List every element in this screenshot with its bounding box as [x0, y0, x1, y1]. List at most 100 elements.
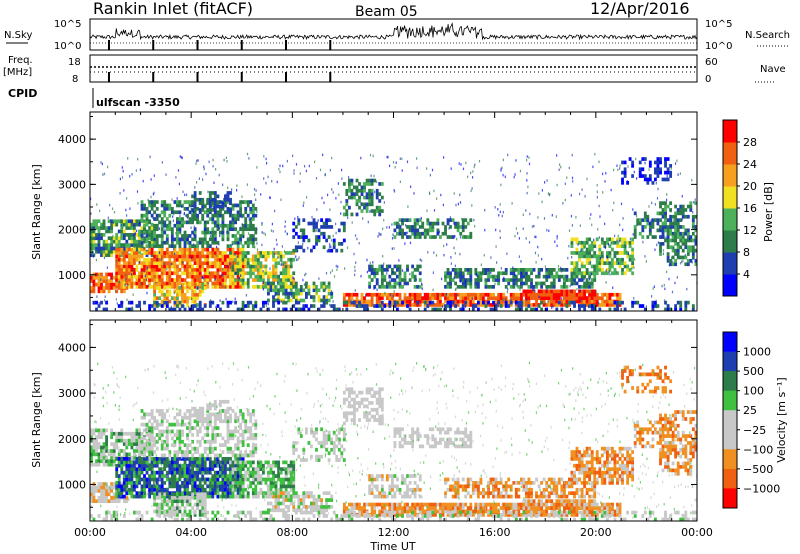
heat-cell [100, 499, 103, 504]
heat-cell [669, 201, 673, 205]
noise-cell [153, 174, 155, 177]
noise-cell [464, 285, 466, 288]
heat-cell [208, 210, 212, 215]
noise-cell [531, 225, 533, 228]
heat-cell [444, 304, 447, 308]
noise-cell [125, 278, 127, 281]
noise-cell [470, 171, 472, 175]
heat-cell [292, 271, 296, 276]
noise-cell [616, 164, 618, 167]
heat-cell [196, 213, 200, 218]
heat-cell [671, 214, 675, 219]
heat-cell [282, 271, 286, 276]
noise-cell [526, 158, 528, 162]
heat-cell [436, 228, 440, 233]
noise-cell [443, 253, 445, 257]
heat-cell [168, 213, 172, 218]
heat-cell [459, 278, 463, 282]
heat-cell [398, 281, 402, 286]
heat-cell [525, 307, 528, 312]
noise-cell [569, 289, 571, 293]
heat-cell [135, 264, 139, 269]
heat-cell [231, 271, 235, 276]
noise-cell [416, 166, 418, 170]
heat-cell [406, 281, 409, 286]
heat-cell [117, 278, 121, 282]
heat-cell [226, 244, 230, 248]
heat-cell [378, 209, 382, 213]
heat-cell [659, 252, 662, 256]
heat-cell [153, 278, 157, 282]
heat-cell [143, 463, 146, 468]
heat-cell [165, 203, 169, 208]
heat-cell [492, 307, 495, 312]
heat-cell [168, 207, 172, 211]
heat-cell [193, 463, 197, 468]
heat-cell [208, 264, 212, 269]
heat-cell [160, 237, 164, 242]
heat-cell [421, 231, 425, 236]
heat-cell [355, 192, 359, 196]
heat-cell [509, 303, 513, 307]
heat-cell [196, 251, 200, 255]
noise-cell [497, 304, 499, 308]
noise-cell [324, 173, 326, 176]
heat-cell [120, 268, 124, 272]
noise-cell [499, 229, 501, 233]
heat-cell [388, 285, 392, 289]
heat-cell [138, 494, 141, 499]
noise-cell [535, 235, 537, 239]
heat-cell [150, 304, 154, 308]
heat-cell [631, 300, 635, 305]
heat-cell [181, 223, 184, 228]
noise-cell [265, 181, 267, 185]
heat-cell [92, 233, 96, 237]
heat-cell [219, 281, 222, 286]
heat-cell [188, 282, 192, 287]
heat-cell [208, 278, 212, 282]
noise-cell [341, 177, 343, 180]
heat-cell [249, 268, 253, 272]
noise-cell [516, 284, 518, 288]
noise-cell [507, 153, 509, 157]
noise-cell [225, 297, 227, 301]
heat-cell [550, 299, 554, 304]
heat-cell [451, 268, 455, 272]
heat-cell [464, 296, 468, 300]
noise-cell [193, 233, 195, 236]
noise-cell [90, 212, 92, 215]
heat-cell [160, 285, 164, 289]
heat-cell [231, 281, 235, 286]
heat-cell [168, 203, 172, 208]
heat-cell [158, 460, 162, 465]
heat-cell [181, 254, 184, 259]
heat-cell [90, 428, 93, 433]
heat-cell [196, 470, 200, 475]
noise-cell [654, 248, 656, 251]
heat-cell [578, 278, 581, 282]
heat-cell [186, 474, 189, 478]
heat-cell [659, 167, 662, 172]
heat-cell [279, 278, 283, 282]
heat-cell [191, 237, 195, 242]
heat-cell [664, 204, 667, 209]
heat-cell [282, 274, 286, 279]
heat-cell [689, 248, 693, 253]
noise-cell [537, 245, 539, 249]
noise-cell [497, 208, 499, 211]
noise-cell [113, 211, 116, 214]
heat-cell [578, 268, 581, 272]
heat-cell [102, 243, 106, 247]
heat-cell [196, 217, 200, 221]
noise-cell [279, 164, 281, 168]
heat-cell [145, 484, 149, 489]
heat-cell [292, 235, 296, 239]
heat-cell [370, 178, 374, 183]
heat-cell [102, 445, 106, 450]
heat-cell [375, 192, 379, 196]
heat-cell [135, 491, 139, 496]
noise-cell [473, 165, 475, 169]
heat-cell [469, 278, 473, 282]
heat-cell [198, 477, 202, 482]
heat-cell [348, 303, 351, 307]
